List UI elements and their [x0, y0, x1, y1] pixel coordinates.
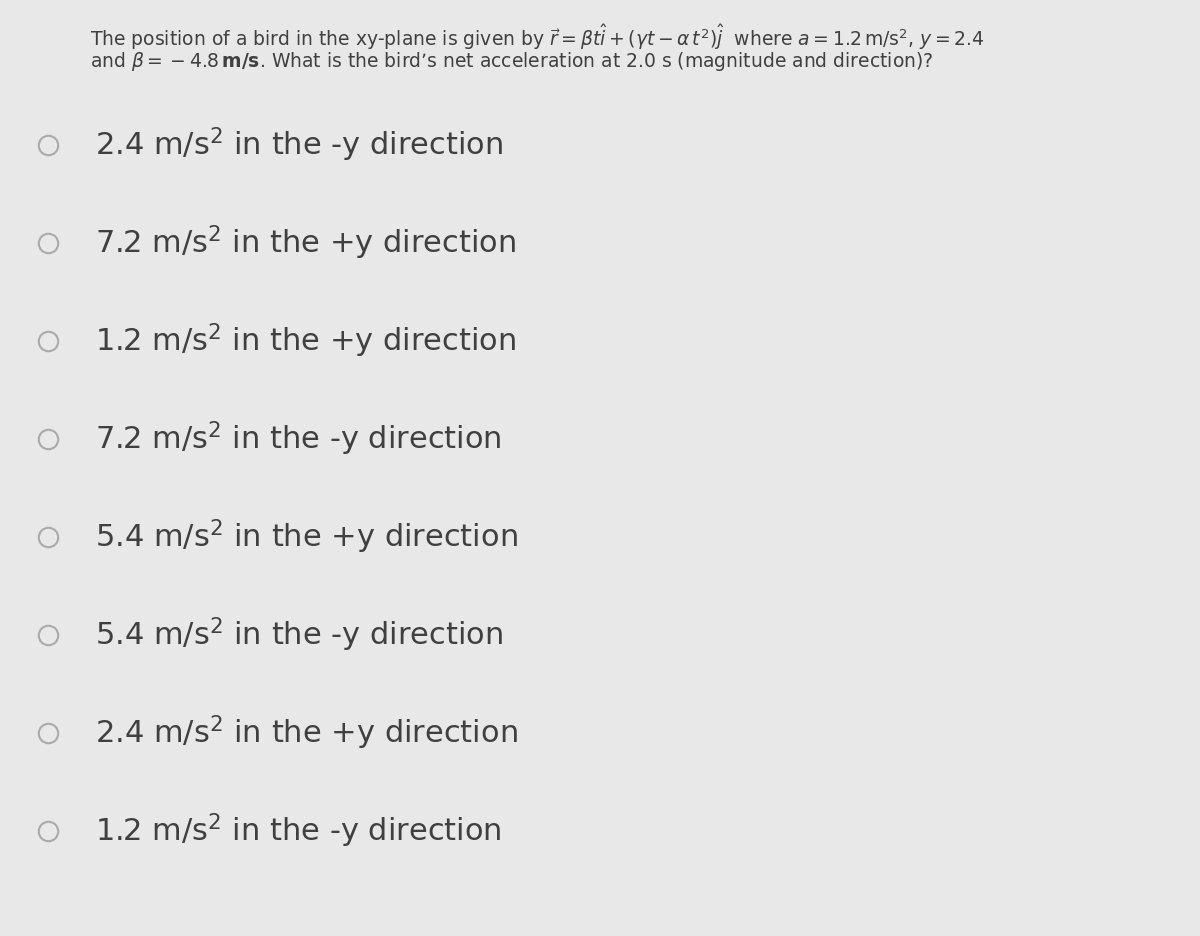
Text: 7.2 m/s$^2$ in the +y direction: 7.2 m/s$^2$ in the +y direction	[95, 224, 516, 262]
Text: 2.4 m/s$^2$ in the -y direction: 2.4 m/s$^2$ in the -y direction	[95, 125, 503, 164]
Text: 2.4 m/s$^2$ in the +y direction: 2.4 m/s$^2$ in the +y direction	[95, 714, 518, 753]
Text: 5.4 m/s$^2$ in the +y direction: 5.4 m/s$^2$ in the +y direction	[95, 518, 518, 556]
Text: 1.2 m/s$^2$ in the +y direction: 1.2 m/s$^2$ in the +y direction	[95, 322, 516, 360]
Text: 1.2 m/s$^2$ in the -y direction: 1.2 m/s$^2$ in the -y direction	[95, 812, 502, 850]
Text: 5.4 m/s$^2$ in the -y direction: 5.4 m/s$^2$ in the -y direction	[95, 616, 503, 654]
Text: 7.2 m/s$^2$ in the -y direction: 7.2 m/s$^2$ in the -y direction	[95, 419, 502, 459]
Text: The position of a bird in the xy-plane is given by $\vec{r} = \beta t\hat{i} + (: The position of a bird in the xy-plane i…	[90, 22, 984, 51]
Text: and $\beta = -4.8\,\mathbf{m/s}$. What is the bird’s net acceleration at 2.0 s (: and $\beta = -4.8\,\mathbf{m/s}$. What i…	[90, 50, 934, 73]
